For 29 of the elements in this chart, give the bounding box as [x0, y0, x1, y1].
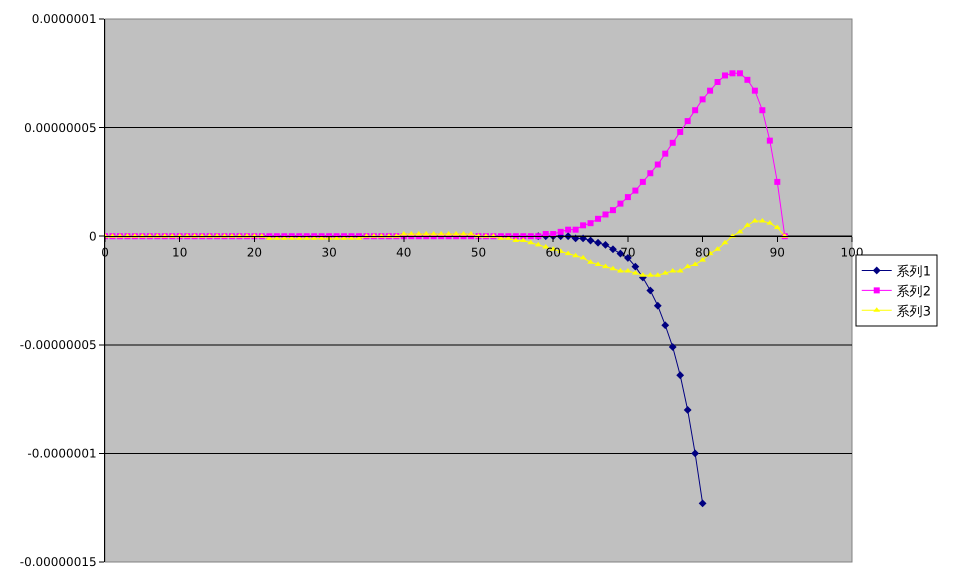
- x-tick-label: 80: [694, 246, 710, 260]
- y-tick-label: 0.0000001: [32, 12, 97, 26]
- point: [654, 302, 662, 310]
- x-tick-label: 20: [246, 246, 262, 260]
- point: [676, 371, 684, 380]
- point: [698, 499, 706, 508]
- x-tick-label: 50: [470, 246, 486, 260]
- legend-label: 系列3: [896, 304, 932, 320]
- x-tick-label: 30: [321, 246, 337, 260]
- y-tick-label: -0.00000005: [20, 338, 97, 352]
- x-tick-label: 90: [770, 246, 785, 260]
- y-tick-label: 0.00000005: [24, 120, 97, 135]
- point: [609, 245, 617, 254]
- y-tick-label: 0: [88, 229, 97, 244]
- y-tick-label: -0.0000001: [27, 446, 97, 461]
- point: [586, 236, 594, 244]
- point: [691, 450, 700, 458]
- legend-label: 系列1: [896, 264, 932, 280]
- y-tick-label: -0.00000015: [20, 555, 97, 570]
- point: [602, 240, 610, 249]
- legend-label: 系列2: [896, 284, 932, 300]
- point: [668, 343, 677, 351]
- point: [684, 406, 692, 414]
- x-tick-label: 40: [396, 246, 412, 260]
- point: [661, 321, 670, 330]
- point: [594, 238, 602, 247]
- point: [631, 262, 640, 271]
- point: [646, 286, 654, 294]
- x-tick-label: 10: [172, 246, 188, 260]
